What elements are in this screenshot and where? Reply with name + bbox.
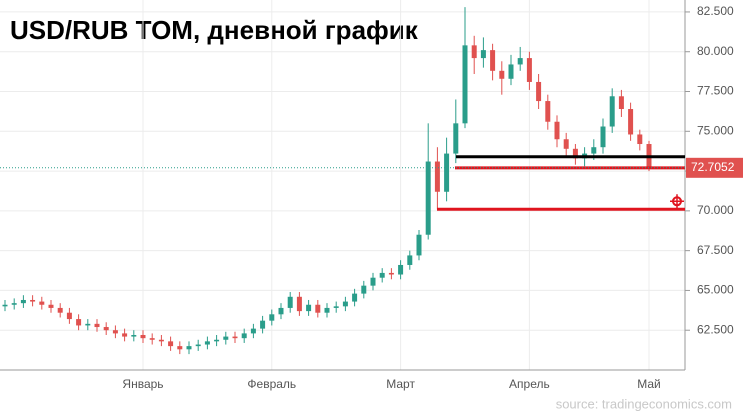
candle-body: [223, 336, 229, 340]
y-tick-label: 65.000: [697, 283, 734, 297]
candle-body: [536, 81, 542, 102]
candle-body: [204, 341, 210, 345]
candle-body: [342, 301, 348, 307]
last-price-label: 72.7052: [691, 160, 735, 174]
candle-body: [306, 304, 312, 312]
y-tick-label: 62.500: [697, 322, 734, 336]
candle-body: [508, 64, 514, 79]
candle-body: [563, 139, 569, 149]
candle-body: [11, 303, 17, 305]
candle-body: [296, 296, 302, 312]
x-tick-label: Март: [386, 377, 415, 391]
candle-body: [287, 296, 293, 308]
candle-body: [315, 304, 321, 313]
candle-body: [122, 333, 128, 337]
candle-body: [554, 121, 560, 140]
candle-body: [490, 50, 496, 71]
candle-body: [186, 346, 192, 350]
candle-body: [250, 328, 256, 334]
candle-body: [94, 323, 100, 328]
candle-body: [572, 148, 578, 159]
candle-body: [609, 96, 615, 127]
candle-body: [361, 285, 367, 294]
candle-body: [480, 50, 486, 59]
x-tick-label: Январь: [122, 377, 163, 391]
candle-body: [140, 334, 146, 339]
candle-body: [260, 320, 266, 329]
candle-body: [434, 161, 440, 192]
candle-body: [416, 234, 422, 256]
marker-icon: [670, 194, 684, 209]
candle-body: [526, 58, 532, 82]
candle-body: [352, 293, 358, 302]
candle-body: [241, 333, 247, 339]
candle-body: [379, 272, 385, 278]
candle-body: [398, 264, 404, 275]
y-tick-label: 70.000: [697, 203, 734, 217]
candle-body: [471, 45, 477, 59]
candle-body: [462, 45, 468, 124]
candle-body: [425, 161, 431, 235]
y-tick-label: 80.000: [697, 44, 734, 58]
candle-body: [407, 255, 413, 265]
candle-body: [48, 304, 54, 308]
candle-body: [618, 96, 624, 110]
candle-body: [499, 70, 505, 79]
chart-title: USD/RUB TOM, дневной график: [10, 15, 419, 45]
candle-body: [388, 272, 394, 275]
candle-body: [158, 339, 164, 342]
candle-body: [453, 123, 459, 154]
candle-body: [600, 126, 606, 148]
source: source: tradingeconomics.com: [556, 396, 732, 411]
candle-body: [232, 336, 238, 339]
candle-body: [637, 134, 643, 145]
candle-body: [30, 299, 36, 302]
candle-body: [214, 339, 220, 342]
candle-body: [149, 338, 155, 340]
y-tick-label: 75.000: [697, 123, 734, 137]
x-tick-label: Февраль: [247, 377, 296, 391]
candle-body: [103, 327, 109, 331]
candle-body: [112, 330, 118, 334]
candle-body: [66, 312, 72, 320]
candle-body: [278, 307, 284, 315]
candle-body: [168, 341, 174, 347]
candle-body: [57, 307, 63, 313]
candle-body: [545, 101, 551, 122]
x-tick-label: Апрель: [509, 377, 550, 391]
candle-body: [444, 153, 450, 192]
candle-body: [591, 147, 597, 154]
candle-body: [628, 109, 634, 135]
candle-body: [269, 314, 275, 321]
x-tick-label: Май: [637, 377, 661, 391]
candle-body: [177, 346, 183, 350]
marker-cross: [670, 194, 684, 209]
candle-body: [195, 344, 201, 347]
candle-body: [517, 58, 523, 65]
candle-body: [370, 277, 376, 286]
candle-body: [85, 323, 91, 326]
y-tick-label: 82.500: [697, 4, 734, 18]
y-tick-label: 67.500: [697, 243, 734, 257]
candle-body: [39, 301, 45, 305]
candle-body: [2, 304, 8, 307]
candle-body: [131, 334, 137, 337]
last-price-box: [686, 157, 743, 178]
y-tick-label: 77.500: [697, 84, 734, 98]
candle-body: [76, 319, 82, 326]
candle-body: [324, 307, 330, 313]
candle-body: [333, 306, 339, 308]
candle-body: [20, 299, 26, 304]
